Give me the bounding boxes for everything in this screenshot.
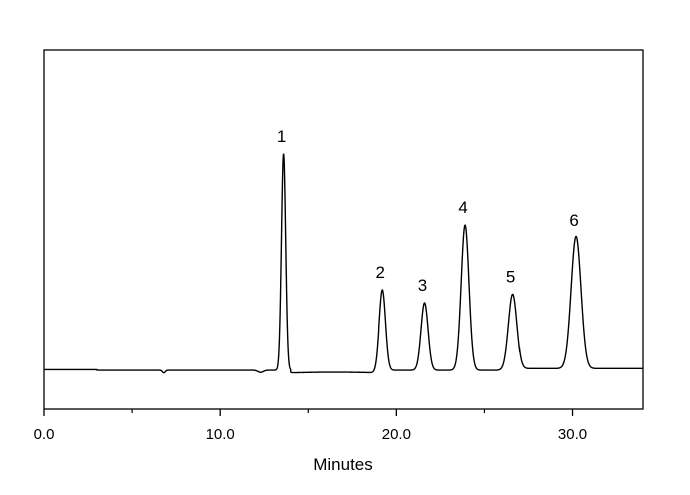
x-tick-label: 10.0 [206, 426, 235, 443]
x-axis-label: Minutes [313, 455, 373, 474]
peak-label: 1 [277, 127, 286, 146]
x-tick-label: 0.0 [34, 426, 55, 443]
x-tick-label: 20.0 [382, 426, 411, 443]
x-tick-label: 30.0 [558, 426, 587, 443]
peak-label: 4 [458, 198, 467, 217]
peak-label: 2 [376, 263, 385, 282]
peak-label: 3 [418, 276, 427, 295]
plot-frame [43, 49, 644, 410]
peak-label: 5 [506, 267, 515, 286]
chromatogram-trace [44, 153, 643, 374]
peak-label: 6 [569, 211, 578, 230]
